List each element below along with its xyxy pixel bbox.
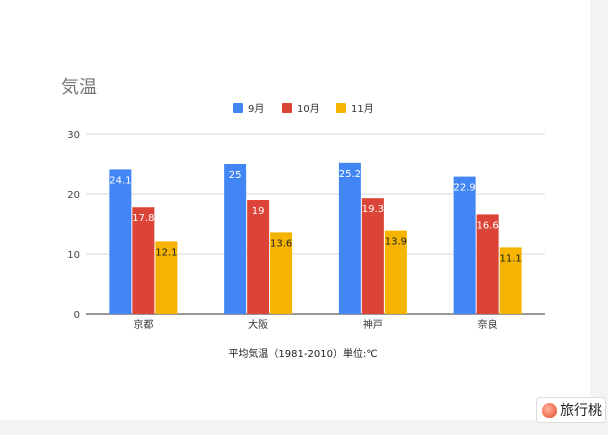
data-label: 13.6 xyxy=(270,238,292,249)
x-tick-label: 大阪 xyxy=(248,318,268,331)
chart-title: 気温 xyxy=(61,77,97,98)
bar xyxy=(476,214,499,314)
bar xyxy=(384,230,407,314)
bar xyxy=(155,241,178,314)
legend: 9月 10月 11月 xyxy=(233,103,374,115)
legend-swatch xyxy=(282,103,292,113)
bar-chart: 0 10 20 30 24.1 17.8 12.1 京都 25 19 13.6 大阪 25.2 19.3… xyxy=(67,103,545,360)
bar xyxy=(247,200,270,314)
data-label: 12.1 xyxy=(155,247,177,258)
bar xyxy=(270,232,293,314)
data-label: 22.9 xyxy=(453,183,475,194)
bars-layer: 24.1 17.8 12.1 京都 25 19 13.6 大阪 25.2 19.3 13.9 神戸 22… xyxy=(109,162,522,331)
data-label: 13.9 xyxy=(385,237,407,248)
y-tick-label: 20 xyxy=(67,190,80,201)
bar xyxy=(361,198,384,314)
data-label: 17.8 xyxy=(132,213,154,224)
data-label: 19.3 xyxy=(362,204,384,215)
y-tick-label: 30 xyxy=(67,130,80,141)
data-label: 25 xyxy=(229,170,242,181)
data-label: 25.2 xyxy=(339,169,361,180)
data-label: 16.6 xyxy=(476,220,498,231)
y-tick-label: 10 xyxy=(67,250,80,261)
y-tick-label: 0 xyxy=(74,310,80,321)
bar xyxy=(224,164,247,314)
chart-card: 気温 0 10 20 30 24.1 17.8 12.1 京都 25 19 13.6 大阪 25.2 1… xyxy=(0,0,590,420)
legend-label: 11月 xyxy=(351,103,374,115)
data-label: 19 xyxy=(252,206,265,217)
legend-swatch xyxy=(336,103,346,113)
x-tick-label: 京都 xyxy=(133,318,153,331)
legend-swatch xyxy=(233,103,243,113)
bar xyxy=(499,247,522,314)
x-axis-label: 平均気温（1981-2010）単位:℃ xyxy=(228,347,377,360)
bar xyxy=(453,176,476,314)
legend-label: 9月 xyxy=(248,103,264,115)
data-label: 11.1 xyxy=(499,253,521,264)
legend-label: 10月 xyxy=(297,103,320,115)
x-tick-label: 奈良 xyxy=(478,318,498,331)
bar xyxy=(132,207,155,314)
bar xyxy=(338,162,361,314)
x-tick-label: 神戸 xyxy=(363,318,383,331)
site-watermark-badge: 旅行桃 xyxy=(536,397,606,423)
site-watermark-text: 旅行桃 xyxy=(560,403,602,419)
bar xyxy=(109,169,132,314)
data-label: 24.1 xyxy=(109,175,131,186)
peach-icon xyxy=(542,402,557,418)
